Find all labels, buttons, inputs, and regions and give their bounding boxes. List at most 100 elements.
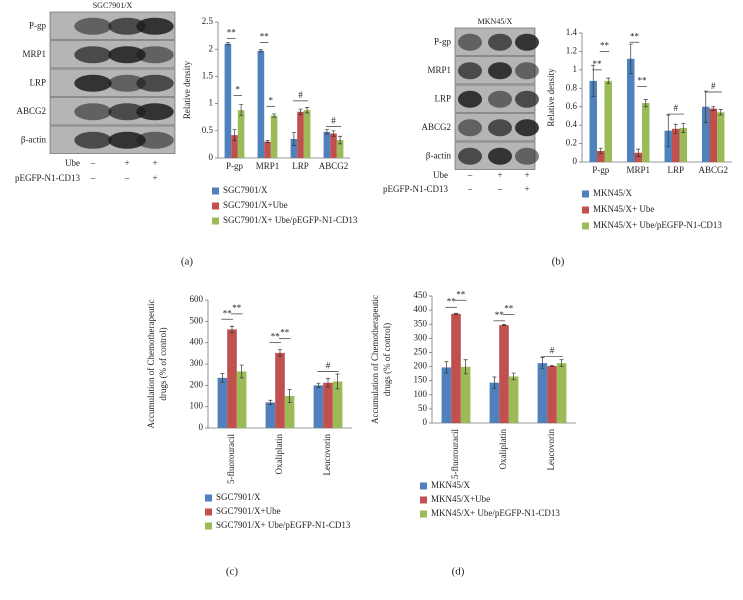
significance-label: ** (638, 76, 648, 86)
significance-label: ** (447, 296, 457, 306)
error-bar (298, 108, 303, 115)
significance-label: ** (456, 289, 466, 299)
bar (672, 128, 680, 162)
blot-row-label: β-actin (426, 150, 452, 160)
error-bar (326, 378, 330, 388)
y-axis-label: Relative density (182, 60, 192, 119)
blot-row-label: P-gp (434, 36, 452, 46)
blot-band (515, 147, 539, 165)
significance-label: * (269, 95, 274, 105)
condition-mark: + (497, 170, 502, 180)
condition-mark: – (90, 173, 96, 183)
legend-label: SGC7901/X+Ube (223, 200, 288, 210)
blot-band (515, 33, 539, 51)
bar (709, 108, 717, 162)
bar (237, 110, 245, 158)
significance-label: ** (271, 332, 281, 342)
condition-mark: – (467, 184, 473, 194)
bar (451, 313, 461, 423)
legend-label: MKN45/X (431, 480, 471, 490)
error-bar (540, 357, 545, 370)
significance-label: ** (260, 32, 270, 42)
legend-swatch (582, 190, 589, 198)
y-tick-label: 200 (414, 361, 428, 371)
blot-band (108, 103, 146, 121)
error-bar (444, 361, 449, 374)
bar (489, 382, 500, 423)
bar (634, 152, 642, 162)
blot-band (108, 17, 146, 35)
legend-label: SGC7901/X+ Ube/pEGFP-N1-CD13 (223, 215, 358, 225)
panel-label: (d) (452, 566, 465, 578)
bar (236, 371, 247, 428)
error-bar (681, 122, 686, 133)
error-bar (230, 325, 234, 333)
error-bar (291, 132, 296, 146)
x-tick-label: Leucovorin (322, 434, 332, 476)
y-axis-label: Accumulation of Chemotherapeutic (146, 300, 156, 429)
bar (313, 385, 324, 428)
error-bar (598, 147, 603, 155)
condition-mark: – (124, 173, 130, 183)
blot-band (488, 119, 512, 137)
y-tick-label: 400 (414, 304, 428, 314)
blot-band (458, 147, 482, 165)
y-tick-label: 0.2 (566, 138, 577, 148)
blot-band (74, 17, 112, 35)
bar (441, 367, 452, 423)
y-axis-label: Relative density (546, 68, 556, 127)
y-tick-label: 150 (414, 375, 428, 385)
legend-label: MKN45/X+Ube (431, 494, 490, 504)
bar (332, 381, 343, 428)
bar (702, 106, 710, 162)
blot-band (488, 90, 512, 108)
x-tick-label: Leucovorin (546, 429, 556, 471)
bar (290, 138, 298, 158)
bar (717, 112, 725, 162)
condition-mark: – (467, 170, 473, 180)
blot-band (108, 46, 146, 64)
bar (499, 325, 509, 423)
legend-swatch (582, 206, 589, 214)
error-bar (492, 376, 497, 389)
blot-band (74, 131, 112, 149)
error-bar (718, 109, 723, 116)
bar (547, 365, 557, 423)
error-bar (265, 140, 270, 144)
significance-label: # (326, 361, 331, 371)
blot-band (515, 62, 539, 80)
error-bar (636, 148, 641, 157)
significance-label: * (236, 85, 241, 95)
error-bar (703, 90, 708, 123)
bar (336, 140, 344, 158)
error-bar (606, 77, 611, 85)
panel-label: (c) (226, 566, 239, 578)
significance-label: # (711, 81, 716, 91)
error-bar (220, 373, 225, 383)
blot-title: MKN45/X (478, 17, 513, 26)
bar (508, 376, 519, 423)
x-tick-label: P-gp (226, 161, 244, 171)
error-bar (239, 364, 244, 379)
x-tick-label: ABCG2 (319, 161, 349, 171)
bar (627, 58, 635, 162)
bar (231, 135, 238, 158)
bar (227, 329, 237, 428)
error-bar (666, 114, 671, 147)
blot-band (108, 131, 146, 149)
bar (642, 103, 650, 162)
error-bar (454, 312, 458, 315)
error-bar (502, 324, 506, 326)
x-tick-label: 5-fluorouracil (450, 429, 460, 479)
y-tick-label: 2 (209, 43, 214, 53)
blot-band (515, 119, 539, 137)
error-bar (324, 129, 329, 135)
error-bar (225, 42, 230, 46)
error-bar (272, 113, 277, 118)
condition-label: pEGFP-N1-CD13 (383, 184, 449, 194)
blot-band (458, 62, 482, 80)
error-bar (287, 389, 292, 403)
legend-swatch (205, 494, 212, 502)
x-tick-label: MRP1 (256, 161, 280, 171)
error-bar (711, 106, 716, 111)
